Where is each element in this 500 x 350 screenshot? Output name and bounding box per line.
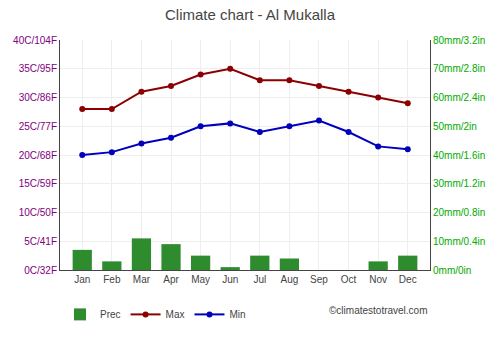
svg-text:©climatestotravel.com: ©climatestotravel.com [329,305,428,316]
svg-text:70mm/2.8in: 70mm/2.8in [433,63,485,74]
svg-text:0mm/0in: 0mm/0in [433,265,471,276]
svg-text:10C/50F: 10C/50F [19,207,57,218]
svg-text:80mm/3.2in: 80mm/3.2in [433,35,485,46]
svg-text:Max: Max [166,309,185,320]
svg-text:20mm/0.8in: 20mm/0.8in [433,207,485,218]
svg-text:Jan: Jan [74,274,90,285]
svg-text:Mar: Mar [133,274,151,285]
svg-text:Prec: Prec [100,309,121,320]
svg-text:30mm/1.2in: 30mm/1.2in [433,178,485,189]
svg-text:Min: Min [229,309,245,320]
svg-text:May: May [191,274,210,285]
svg-text:30C/86F: 30C/86F [19,92,57,103]
svg-text:50mm/2in: 50mm/2in [433,121,477,132]
svg-text:40C/104F: 40C/104F [13,35,57,46]
svg-text:60mm/2.4in: 60mm/2.4in [433,92,485,103]
svg-text:Feb: Feb [103,274,121,285]
svg-text:Apr: Apr [163,274,179,285]
svg-text:25C/77F: 25C/77F [19,121,57,132]
svg-text:Climate chart - Al Mukalla: Climate chart - Al Mukalla [165,6,336,23]
svg-text:35C/95F: 35C/95F [19,63,57,74]
svg-text:Sep: Sep [310,274,328,285]
svg-text:40mm/1.6in: 40mm/1.6in [433,150,485,161]
svg-text:Nov: Nov [369,274,387,285]
svg-text:Dec: Dec [399,274,417,285]
svg-text:Aug: Aug [280,274,298,285]
svg-text:0C/32F: 0C/32F [24,265,57,276]
svg-text:Jul: Jul [253,274,266,285]
svg-text:15C/59F: 15C/59F [19,178,57,189]
svg-text:20C/68F: 20C/68F [19,150,57,161]
svg-text:Oct: Oct [341,274,357,285]
svg-text:5C/41F: 5C/41F [24,236,57,247]
svg-text:Jun: Jun [222,274,238,285]
svg-text:10mm/0.4in: 10mm/0.4in [433,236,485,247]
